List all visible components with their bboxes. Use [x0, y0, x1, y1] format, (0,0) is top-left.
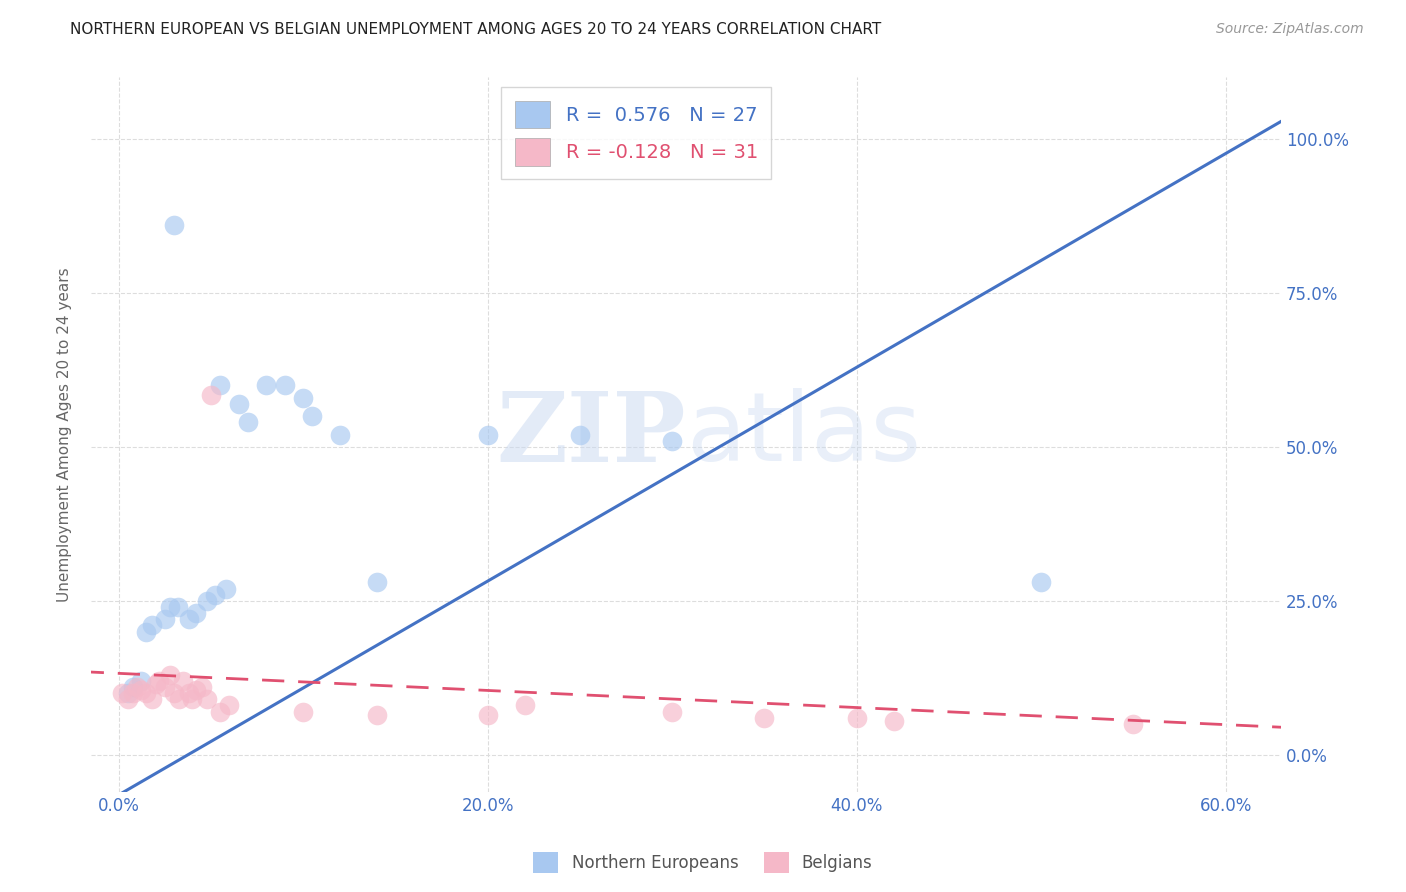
Point: [513, 698, 536, 713]
Point: [236, 415, 259, 429]
Point: [568, 427, 591, 442]
Point: [204, 588, 226, 602]
Point: [273, 378, 295, 392]
Point: [169, 692, 191, 706]
Point: [301, 409, 323, 423]
Point: [148, 673, 170, 688]
Point: [754, 711, 776, 725]
Point: [195, 594, 218, 608]
Point: [163, 218, 186, 232]
Point: [366, 707, 388, 722]
Point: [135, 686, 157, 700]
Point: [200, 387, 222, 401]
Point: [292, 705, 315, 719]
Point: [117, 686, 139, 700]
Point: [177, 612, 200, 626]
Point: [477, 427, 499, 442]
Legend: R =  0.576   N = 27, R = -0.128   N = 31: R = 0.576 N = 27, R = -0.128 N = 31: [502, 87, 772, 179]
Point: [129, 673, 152, 688]
Point: [661, 434, 683, 448]
Point: [477, 707, 499, 722]
Point: [661, 705, 683, 719]
Point: [125, 680, 148, 694]
Point: [366, 575, 388, 590]
Point: [190, 680, 212, 694]
Point: [329, 427, 352, 442]
Point: [141, 692, 163, 706]
Point: [122, 680, 145, 694]
Legend: Northern Europeans, Belgians: Northern Europeans, Belgians: [527, 846, 879, 880]
Point: [228, 397, 250, 411]
Point: [184, 606, 207, 620]
Point: [135, 624, 157, 639]
Point: [117, 692, 139, 706]
Point: [163, 686, 186, 700]
Text: atlas: atlas: [686, 388, 921, 481]
Y-axis label: Unemployment Among Ages 20 to 24 years: Unemployment Among Ages 20 to 24 years: [58, 268, 72, 602]
Point: [209, 378, 232, 392]
Point: [166, 599, 188, 614]
Text: NORTHERN EUROPEAN VS BELGIAN UNEMPLOYMENT AMONG AGES 20 TO 24 YEARS CORRELATION : NORTHERN EUROPEAN VS BELGIAN UNEMPLOYMEN…: [70, 22, 882, 37]
Point: [145, 677, 167, 691]
Point: [195, 692, 218, 706]
Point: [159, 667, 181, 681]
Point: [254, 378, 277, 392]
Point: [1029, 575, 1052, 590]
Point: [111, 686, 134, 700]
Point: [292, 391, 315, 405]
Point: [1122, 717, 1144, 731]
Point: [177, 686, 200, 700]
Point: [184, 683, 207, 698]
Point: [129, 683, 152, 698]
Text: Source: ZipAtlas.com: Source: ZipAtlas.com: [1216, 22, 1364, 37]
Point: [209, 705, 232, 719]
Text: ZIP: ZIP: [496, 387, 686, 482]
Point: [172, 673, 194, 688]
Point: [159, 599, 181, 614]
Point: [153, 680, 176, 694]
Point: [181, 692, 204, 706]
Point: [153, 612, 176, 626]
Point: [122, 686, 145, 700]
Point: [141, 618, 163, 632]
Point: [214, 582, 236, 596]
Point: [845, 711, 868, 725]
Point: [218, 698, 240, 713]
Point: [882, 714, 904, 728]
